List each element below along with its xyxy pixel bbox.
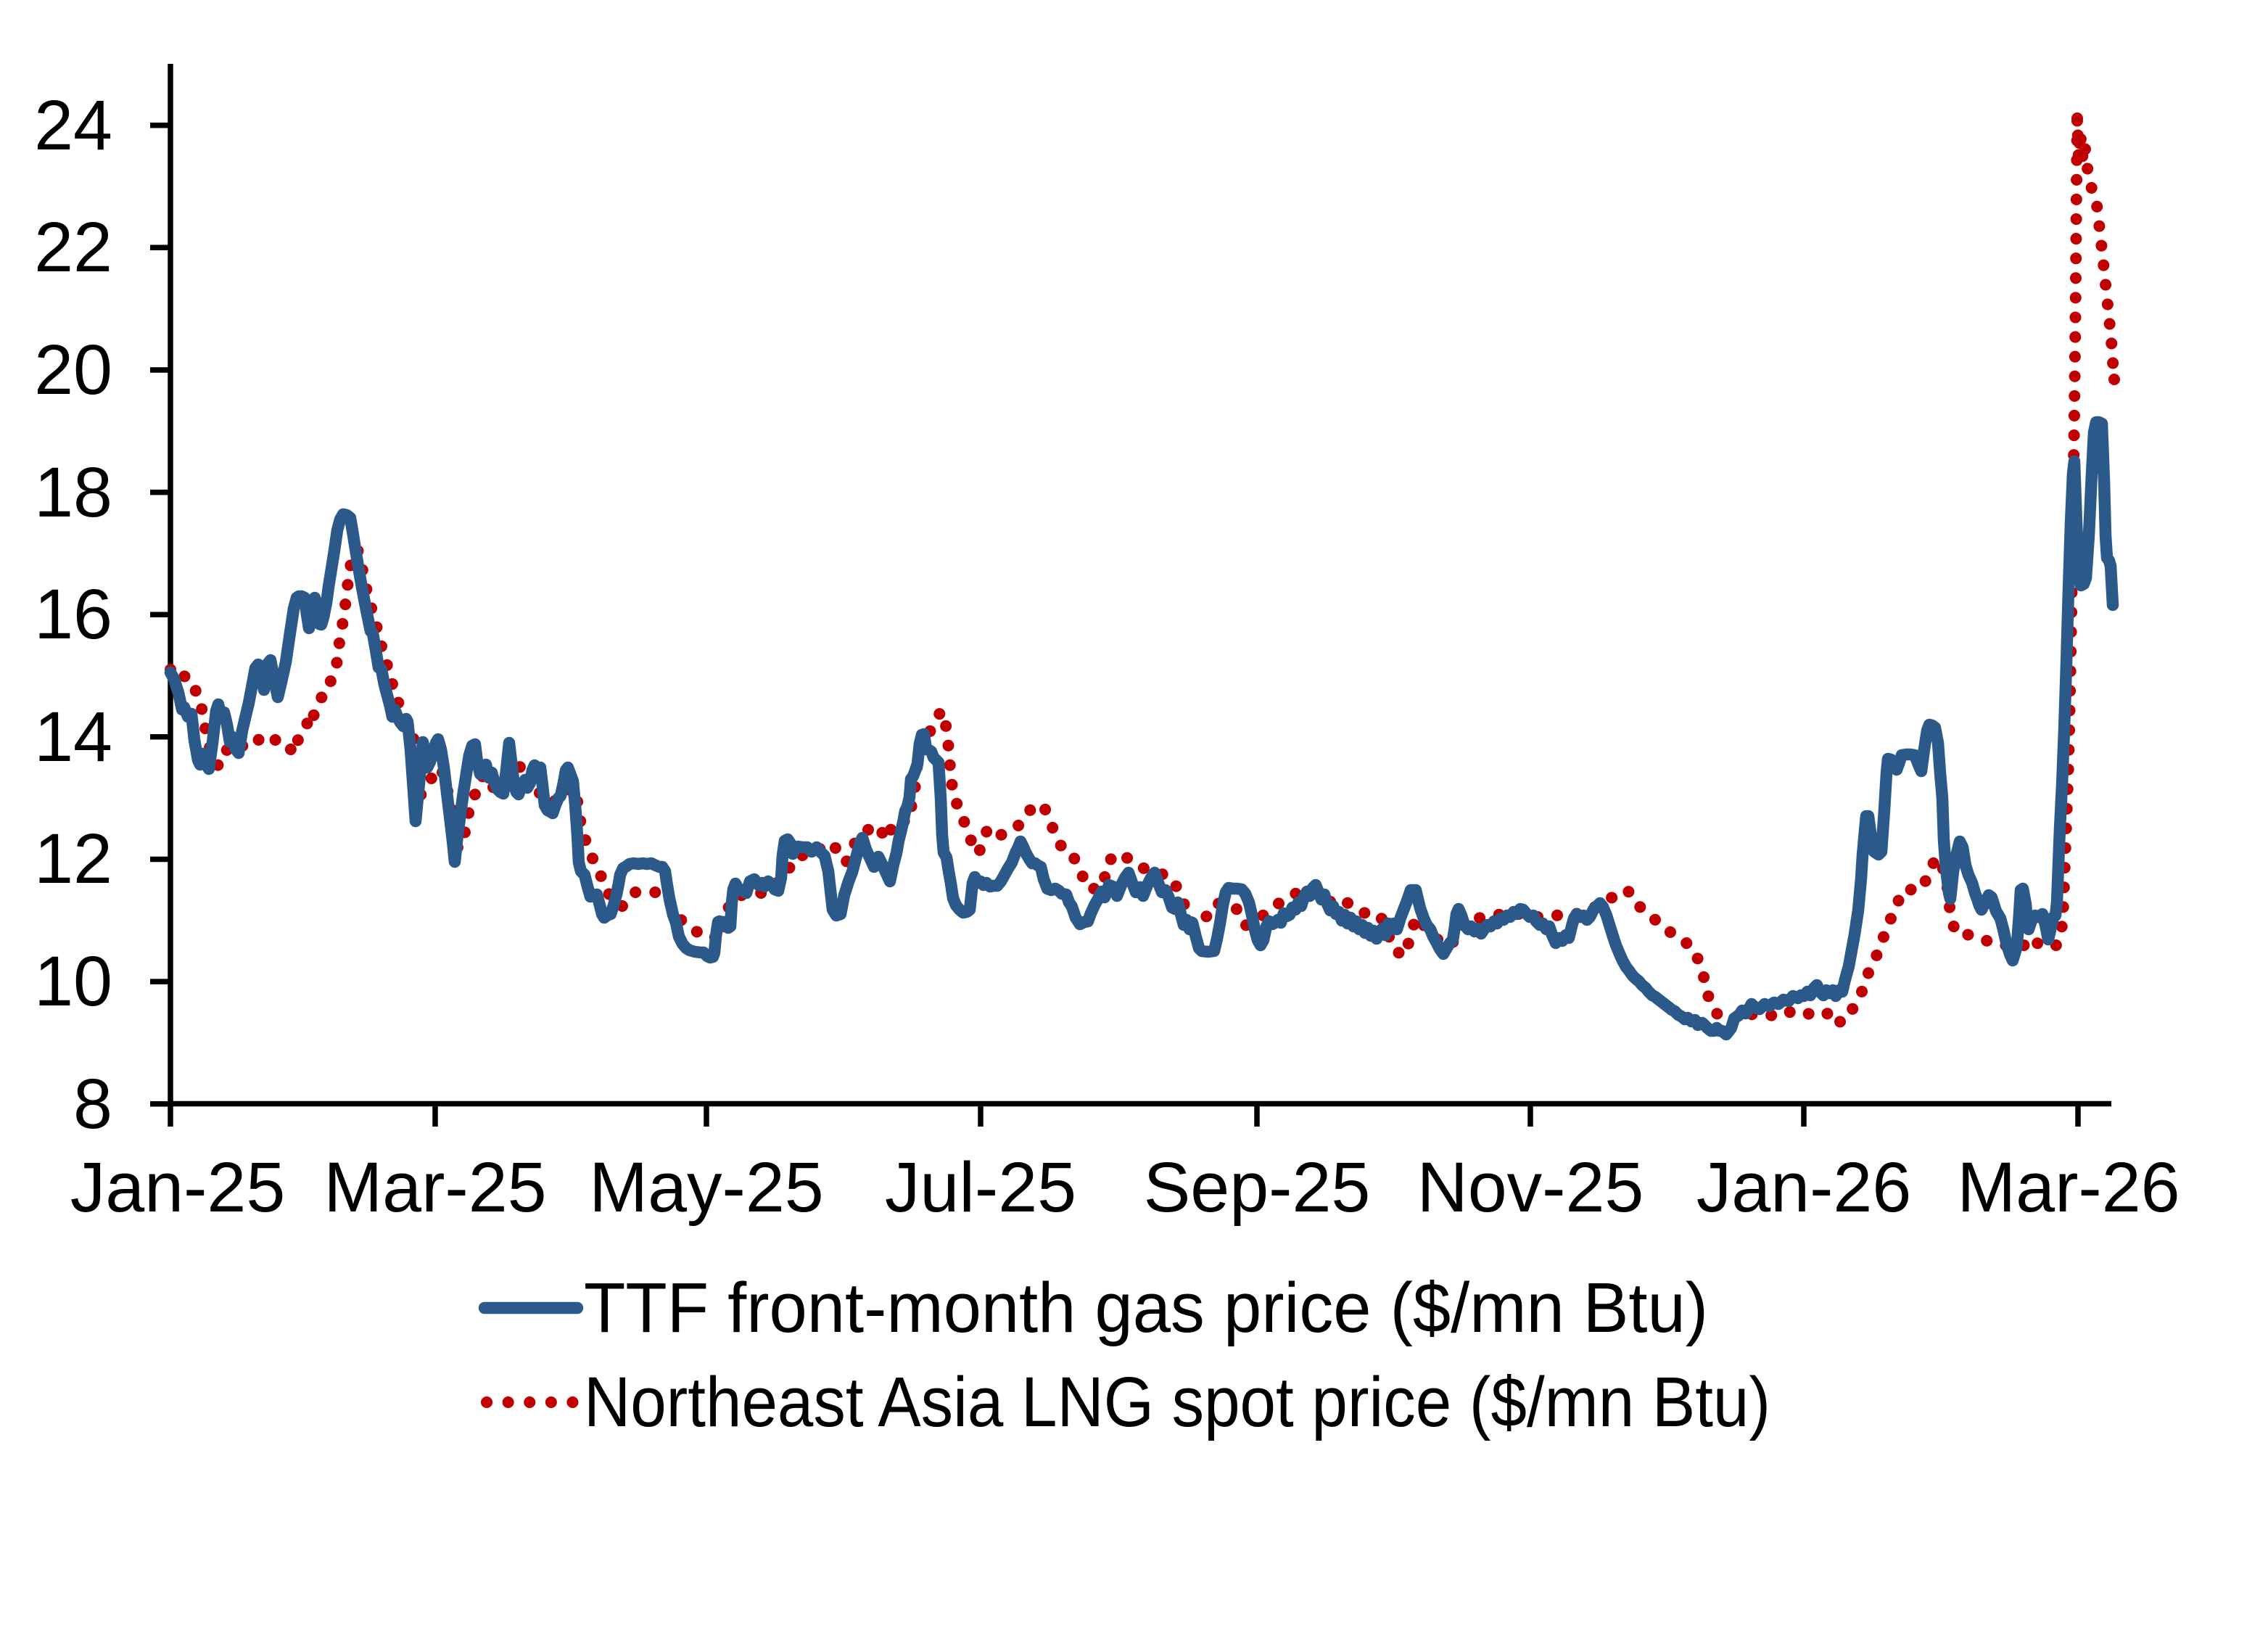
svg-text:22: 22 [34, 207, 112, 287]
svg-text:16: 16 [34, 575, 112, 654]
svg-text:10: 10 [34, 942, 112, 1021]
svg-text:8: 8 [73, 1064, 112, 1143]
svg-text:20: 20 [34, 330, 112, 409]
svg-text:Jul-25: Jul-25 [885, 1148, 1076, 1227]
svg-text:14: 14 [34, 697, 112, 776]
svg-text:Jan-25: Jan-25 [70, 1148, 286, 1227]
svg-text:May-25: May-25 [589, 1148, 823, 1227]
svg-text:18: 18 [34, 453, 112, 532]
svg-text:Northeast Asia LNG spot price: Northeast Asia LNG spot price ($/mn Btu) [584, 1362, 1770, 1441]
svg-text:Mar-26: Mar-26 [1957, 1148, 2180, 1227]
svg-text:TTF front-month gas price ($/m: TTF front-month gas price ($/mn Btu) [584, 1268, 1708, 1347]
svg-text:Nov-25: Nov-25 [1417, 1148, 1644, 1227]
svg-text:24: 24 [34, 86, 112, 165]
svg-text:Jan-26: Jan-26 [1696, 1148, 1912, 1227]
svg-text:12: 12 [34, 819, 112, 898]
svg-text:Sep-25: Sep-25 [1144, 1148, 1371, 1227]
svg-text:Mar-25: Mar-25 [323, 1148, 546, 1227]
